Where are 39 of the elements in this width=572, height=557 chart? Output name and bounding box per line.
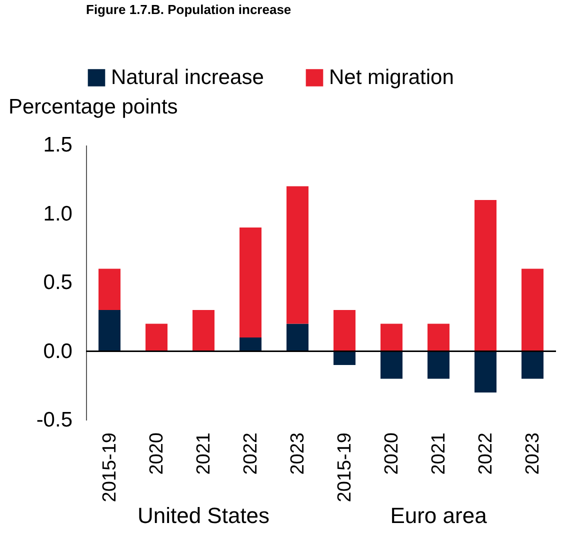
bar xyxy=(334,351,356,365)
bar xyxy=(98,310,120,352)
bar xyxy=(380,351,402,379)
bar xyxy=(474,200,496,352)
x-tick-label: 2023 xyxy=(288,432,308,475)
bar xyxy=(380,324,402,352)
y-tick-label: 1.5 xyxy=(43,134,72,156)
x-tick-label: 2021 xyxy=(194,432,214,475)
bar xyxy=(334,310,356,352)
bar xyxy=(146,324,168,352)
x-tick-label: 2022 xyxy=(240,432,262,475)
text: Euro area xyxy=(390,503,488,528)
x-tick-label: 2015-19 xyxy=(100,432,120,502)
bar xyxy=(240,228,262,338)
legend-label: Net migration xyxy=(329,66,454,89)
legend-label: Natural increase xyxy=(111,66,264,89)
bar xyxy=(428,351,450,379)
x-tick-label: 2021 xyxy=(428,432,450,475)
bar xyxy=(98,268,120,310)
bar xyxy=(286,324,308,352)
bar xyxy=(428,324,450,352)
x-tick-label: 2023 xyxy=(522,432,544,475)
x-tick-label: 2022 xyxy=(476,432,496,475)
x-tick-label: 2015-19 xyxy=(334,432,356,502)
y-tick-label: 0.5 xyxy=(43,271,72,294)
bar xyxy=(474,351,496,392)
bar xyxy=(240,338,262,352)
bar xyxy=(522,351,544,379)
y-tick-label: -0.5 xyxy=(36,408,72,432)
text: United States xyxy=(137,503,270,528)
y-axis-title: Percentage points xyxy=(8,96,178,118)
bar xyxy=(522,268,544,352)
x-tick-label: 2020 xyxy=(382,432,402,475)
y-tick-label: 1.0 xyxy=(43,202,72,226)
chart-title: Figure 1.7.B. Population increase xyxy=(86,2,292,17)
x-tick-label: 2020 xyxy=(146,432,168,475)
bar xyxy=(192,310,214,352)
bar xyxy=(286,186,308,324)
y-tick-label: 0.0 xyxy=(43,340,72,363)
